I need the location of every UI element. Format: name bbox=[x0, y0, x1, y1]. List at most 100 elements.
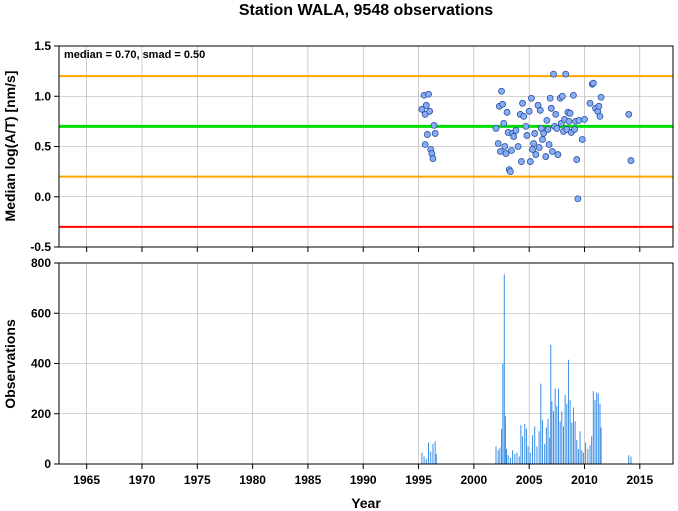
scatter-point-30 bbox=[514, 143, 522, 150]
scatter-point-38 bbox=[526, 158, 534, 165]
scatter-points bbox=[418, 70, 635, 203]
scatter-point-86 bbox=[595, 102, 603, 110]
scatter-point-33 bbox=[519, 99, 526, 107]
scatter-point-36 bbox=[523, 132, 531, 139]
scatter-point-73 bbox=[570, 91, 577, 99]
scatter-point-52 bbox=[544, 126, 552, 133]
reference-lines bbox=[59, 75, 673, 228]
scatter-point-39 bbox=[527, 94, 535, 102]
observation-bars bbox=[421, 274, 632, 464]
top-y-axis-label: Median log(A/T) [nm/s] bbox=[2, 71, 18, 222]
top-y-tick-label-0.5: 0.5 bbox=[34, 140, 51, 154]
top-y-tick-label-1.0: 1.0 bbox=[34, 89, 51, 103]
scatter-point-26 bbox=[508, 147, 515, 154]
scatter-point-37 bbox=[525, 107, 533, 115]
scatter-point-51 bbox=[543, 116, 551, 124]
x-ticks: 1965 1970 1975 1980 1985 1990 1995 2000 2005 2010… bbox=[73, 464, 653, 487]
top-y-tick-label--0.5: -0.5 bbox=[30, 240, 51, 254]
scatter-point-12 bbox=[431, 130, 439, 137]
scatter-point-49 bbox=[540, 130, 547, 137]
scatter-point-76 bbox=[573, 156, 581, 163]
scatter-point-13 bbox=[492, 125, 500, 132]
scatter-point-83 bbox=[589, 79, 597, 87]
scatter-point-0 bbox=[418, 105, 426, 113]
top-y-tick-label-1.5: 1.5 bbox=[34, 39, 51, 53]
bottom-y-axis-label: Observations bbox=[2, 319, 18, 409]
bottom-y-tick-label-800: 800 bbox=[31, 256, 51, 270]
x-tick-label-2010: 2010 bbox=[571, 473, 598, 487]
x-tick-label-1995: 1995 bbox=[405, 473, 432, 487]
scatter-panel: -0.5 0.0 0.5 1.0 1.5 median = 0.70, smad = 0… bbox=[2, 39, 674, 254]
scatter-point-56 bbox=[549, 148, 556, 155]
x-tick-label-2000: 2000 bbox=[461, 473, 488, 487]
x-axis-label: Year bbox=[351, 495, 381, 511]
x-tick-label-1975: 1975 bbox=[184, 473, 211, 487]
scatter-point-74 bbox=[571, 126, 578, 133]
scatter-point-32 bbox=[518, 158, 525, 165]
scatter-point-80 bbox=[581, 115, 588, 123]
scatter-point-35 bbox=[522, 123, 530, 130]
scatter-point-11 bbox=[430, 121, 438, 129]
bottom-grid bbox=[59, 262, 673, 465]
scatter-point-7 bbox=[426, 107, 434, 115]
x-tick-label-1980: 1980 bbox=[239, 473, 266, 487]
scatter-point-5 bbox=[425, 90, 432, 98]
scatter-point-78 bbox=[575, 116, 583, 124]
scatter-point-60 bbox=[553, 125, 561, 132]
x-tick-label-1990: 1990 bbox=[350, 473, 377, 487]
scatter-point-17 bbox=[498, 87, 505, 95]
top-y-ticks: -0.5 0.0 0.5 1.0 1.5 bbox=[30, 39, 59, 254]
x-tick-label-1985: 1985 bbox=[295, 473, 322, 487]
x-tick-label-1965: 1965 bbox=[73, 473, 100, 487]
bottom-y-tick-label-600: 600 bbox=[31, 306, 51, 320]
scatter-point-14 bbox=[494, 140, 502, 147]
scatter-point-88 bbox=[596, 112, 604, 120]
bottom-y-tick-label-200: 200 bbox=[31, 407, 51, 421]
scatter-point-45 bbox=[535, 144, 543, 151]
x-tick-label-2015: 2015 bbox=[626, 473, 653, 487]
scatter-point-3 bbox=[422, 101, 430, 109]
scatter-point-64 bbox=[558, 92, 566, 100]
scatter-point-25 bbox=[506, 168, 514, 176]
scatter-point-53 bbox=[545, 141, 553, 148]
scatter-point-57 bbox=[550, 70, 557, 78]
scatter-point-50 bbox=[542, 153, 550, 160]
chart-title: Station WALA, 9548 observations bbox=[239, 2, 493, 19]
scatter-point-81 bbox=[586, 99, 594, 107]
scatter-point-43 bbox=[532, 151, 540, 158]
scatter-point-4 bbox=[423, 131, 431, 138]
scatter-point-18 bbox=[499, 100, 507, 108]
scatter-point-79 bbox=[578, 136, 586, 143]
scatter-point-21 bbox=[502, 150, 510, 157]
top-y-tick-label-0.0: 0.0 bbox=[34, 190, 51, 204]
scatter-point-90 bbox=[627, 157, 635, 164]
scatter-point-70 bbox=[565, 117, 573, 125]
scatter-point-46 bbox=[536, 106, 544, 114]
scatter-point-41 bbox=[530, 140, 538, 147]
scatter-point-16 bbox=[497, 148, 504, 155]
scatter-point-67 bbox=[562, 70, 570, 78]
x-tick-label-1970: 1970 bbox=[129, 473, 156, 487]
scatter-point-54 bbox=[546, 94, 554, 102]
scatter-point-71 bbox=[566, 109, 574, 117]
stats-annotation: median = 0.70, smad = 0.50 bbox=[64, 49, 205, 61]
scatter-point-34 bbox=[520, 112, 528, 120]
scatter-point-42 bbox=[531, 130, 539, 137]
scatter-point-28 bbox=[510, 133, 518, 140]
scatter-point-77 bbox=[574, 195, 582, 203]
scatter-point-29 bbox=[512, 127, 520, 134]
bottom-y-ticks: 0 200 400 600 800 bbox=[31, 256, 59, 471]
bottom-y-tick-label-0: 0 bbox=[44, 457, 51, 471]
scatter-point-89 bbox=[625, 110, 633, 118]
scatter-point-48 bbox=[539, 136, 546, 143]
scatter-point-55 bbox=[547, 104, 555, 112]
scatter-point-19 bbox=[500, 119, 508, 127]
x-tick-label-2005: 2005 bbox=[516, 473, 543, 487]
bottom-y-tick-label-400: 400 bbox=[31, 357, 51, 371]
scatter-point-10 bbox=[429, 155, 437, 162]
scatter-point-6 bbox=[421, 141, 429, 148]
scatter-point-59 bbox=[552, 110, 560, 118]
scatter-point-22 bbox=[503, 108, 511, 116]
